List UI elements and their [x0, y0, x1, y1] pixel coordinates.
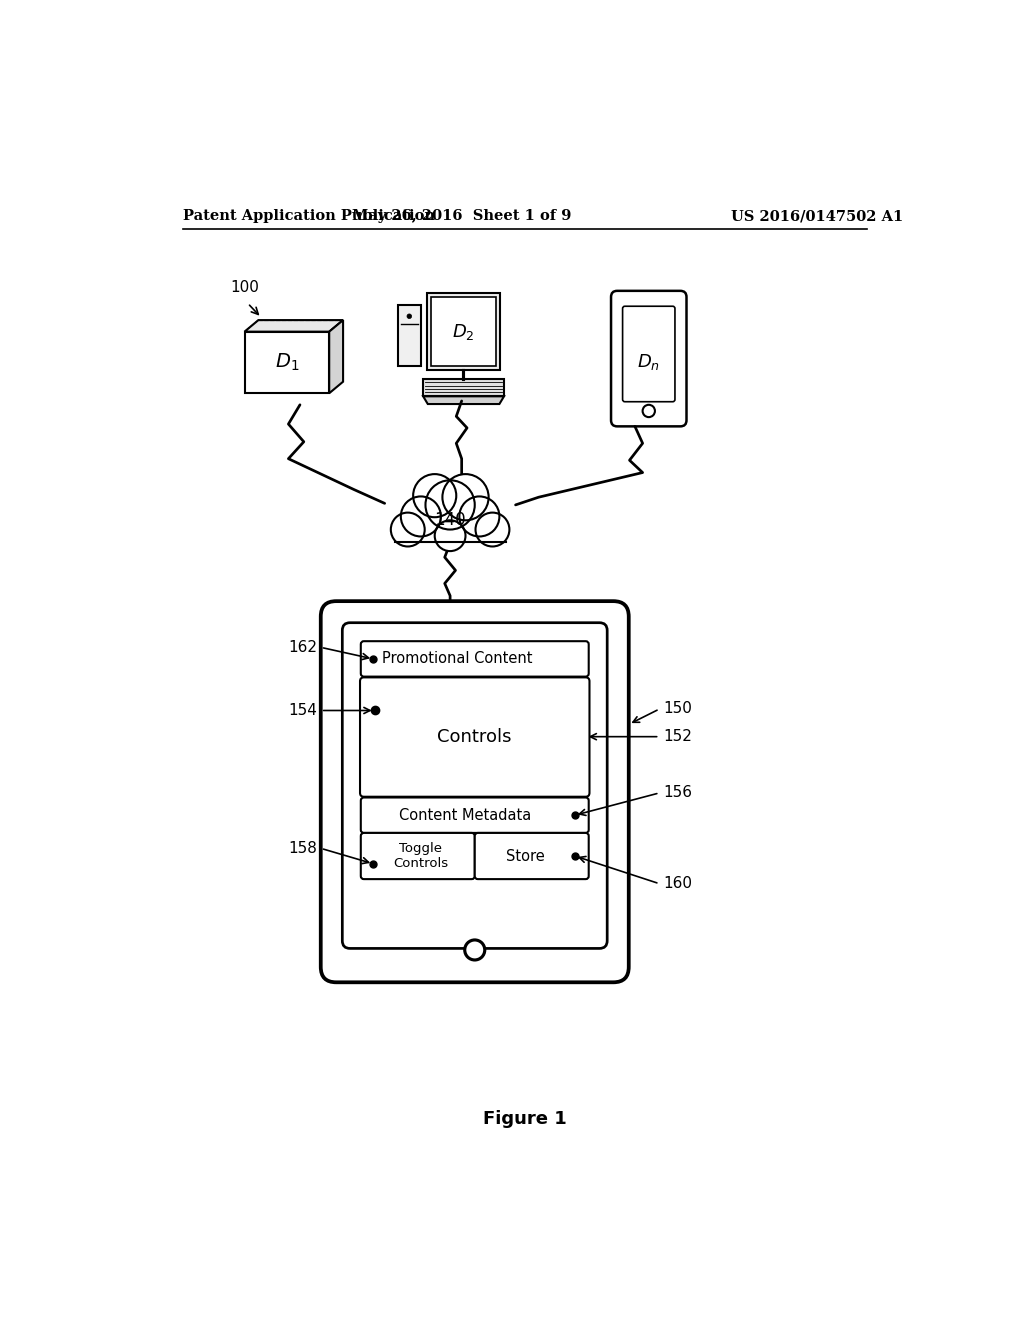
- Polygon shape: [330, 321, 343, 393]
- Circle shape: [435, 520, 466, 552]
- FancyBboxPatch shape: [475, 833, 589, 879]
- Text: Patent Application Publication: Patent Application Publication: [183, 209, 435, 223]
- Circle shape: [465, 940, 484, 960]
- Text: US 2016/0147502 A1: US 2016/0147502 A1: [731, 209, 903, 223]
- Text: Toggle
Controls: Toggle Controls: [393, 842, 449, 870]
- Circle shape: [391, 512, 425, 546]
- FancyBboxPatch shape: [342, 623, 607, 949]
- Circle shape: [407, 314, 412, 318]
- FancyBboxPatch shape: [360, 677, 590, 797]
- Text: 156: 156: [664, 785, 692, 800]
- Text: Store: Store: [506, 849, 545, 863]
- Text: 162: 162: [288, 640, 316, 655]
- Polygon shape: [245, 331, 330, 393]
- Text: $D_n$: $D_n$: [637, 352, 660, 372]
- Text: $D_2$: $D_2$: [452, 322, 474, 342]
- FancyBboxPatch shape: [423, 379, 504, 396]
- FancyBboxPatch shape: [360, 797, 589, 833]
- Circle shape: [425, 480, 475, 529]
- Text: 158: 158: [288, 841, 316, 855]
- Text: May 26, 2016  Sheet 1 of 9: May 26, 2016 Sheet 1 of 9: [352, 209, 571, 223]
- Text: 152: 152: [664, 729, 692, 744]
- Circle shape: [460, 496, 500, 536]
- FancyBboxPatch shape: [431, 297, 497, 367]
- FancyBboxPatch shape: [623, 306, 675, 401]
- Text: Content Metadata: Content Metadata: [399, 808, 531, 822]
- Text: 100: 100: [230, 280, 259, 296]
- Polygon shape: [245, 321, 343, 331]
- Circle shape: [400, 496, 441, 536]
- FancyBboxPatch shape: [427, 293, 500, 370]
- FancyBboxPatch shape: [611, 290, 686, 426]
- FancyBboxPatch shape: [392, 523, 508, 543]
- Circle shape: [442, 474, 488, 520]
- Text: $D_1$: $D_1$: [274, 352, 299, 374]
- Text: 160: 160: [664, 876, 692, 891]
- Text: Promotional Content: Promotional Content: [382, 651, 532, 667]
- Circle shape: [475, 512, 509, 546]
- Text: 154: 154: [288, 704, 316, 718]
- Circle shape: [413, 474, 457, 517]
- FancyBboxPatch shape: [397, 305, 421, 367]
- Circle shape: [643, 405, 655, 417]
- Text: Controls: Controls: [437, 727, 512, 746]
- Polygon shape: [423, 396, 504, 404]
- FancyBboxPatch shape: [360, 833, 475, 879]
- Text: Figure 1: Figure 1: [483, 1110, 566, 1129]
- Text: 140: 140: [434, 511, 466, 529]
- Text: 150: 150: [664, 701, 692, 717]
- FancyBboxPatch shape: [321, 601, 629, 982]
- FancyBboxPatch shape: [360, 642, 589, 677]
